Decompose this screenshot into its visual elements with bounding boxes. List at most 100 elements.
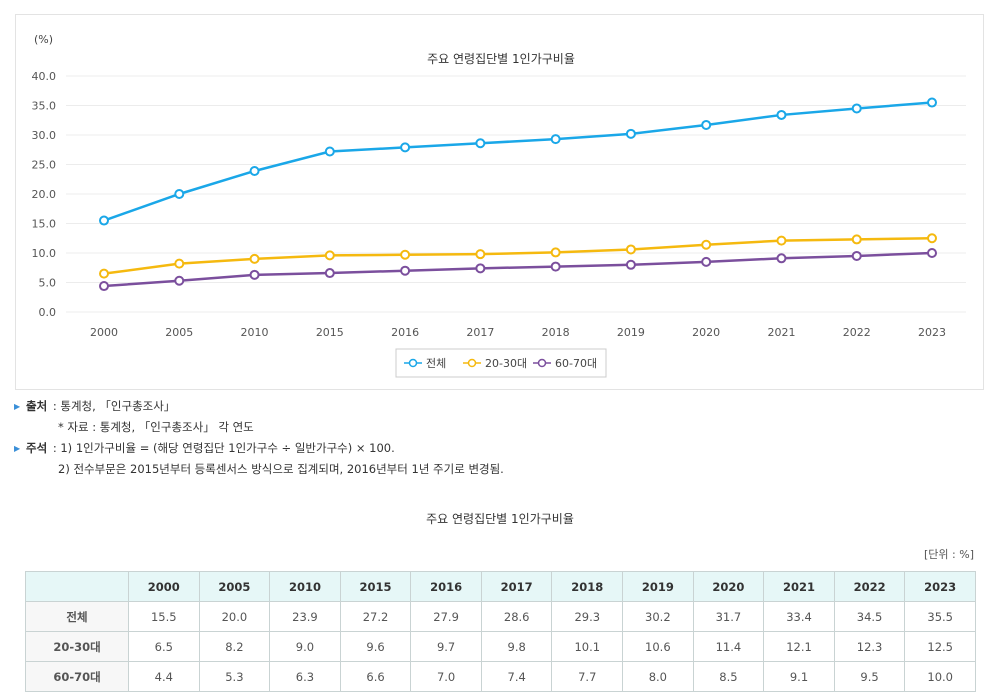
x-tick-label: 2022	[843, 326, 871, 339]
table-cell: 5.3	[198, 661, 271, 692]
table-cell: 8.5	[692, 661, 765, 692]
table-cell: 23.9	[269, 601, 341, 632]
table-cell: 35.5	[904, 601, 976, 632]
legend-marker	[467, 358, 477, 368]
data-point	[851, 103, 862, 114]
table-cell: 4.4	[128, 661, 200, 692]
bullet-icon: ▶	[14, 444, 21, 453]
legend-label: 전체	[426, 357, 446, 370]
y-tick-label: 5.0	[39, 277, 57, 290]
row-header: 20-30대	[25, 631, 129, 662]
year-header: 2020	[692, 571, 765, 602]
table-cell: 10.1	[551, 631, 624, 662]
y-tick-label: 35.0	[32, 100, 57, 113]
data-point	[174, 189, 185, 199]
data-point	[927, 97, 937, 108]
table-cell: 15.5	[128, 601, 200, 632]
chart-title: 주요 연령집단별 1인가구비율	[427, 52, 575, 66]
table-cell: 7.4	[480, 661, 553, 692]
data-point	[174, 258, 185, 269]
year-header: 2017	[480, 571, 553, 602]
y-tick-label: 40.0	[32, 70, 57, 83]
data-point	[776, 109, 787, 120]
y-tick-label: 15.0	[32, 218, 57, 231]
table-cell: 9.1	[763, 661, 835, 692]
data-point	[174, 275, 185, 286]
data-point	[701, 239, 712, 250]
table-cell: 7.0	[410, 661, 482, 692]
series-line	[103, 251, 933, 288]
data-point	[625, 128, 636, 139]
data-point	[625, 259, 636, 270]
x-tick-label: 2016	[391, 326, 419, 339]
year-header: 2022	[833, 571, 906, 602]
data-point	[400, 265, 411, 276]
x-tick-label: 2020	[692, 326, 720, 339]
data-point	[99, 215, 109, 226]
x-tick-label: 2021	[767, 326, 795, 339]
x-tick-label: 2023	[918, 326, 946, 339]
data-table: 2000 2005 2010 2015 2016 2017 2018 2019 2020 2021…	[25, 571, 976, 692]
x-tick-label: 2017	[466, 326, 494, 339]
table-cell: 27.9	[410, 601, 482, 632]
x-tick-label: 2010	[241, 326, 269, 339]
note-2: 2) 전수부문은 2015년부터 등록센서스 방식으로 집계되며, 2016년부…	[58, 462, 504, 476]
bullet-icon: ▶	[14, 402, 21, 411]
table-cell: 8.2	[198, 631, 271, 662]
table-unit: [단위 : %]	[924, 548, 974, 561]
y-axis-unit: (%)	[34, 33, 53, 46]
data-point	[550, 134, 561, 145]
table-cell: 20.0	[198, 601, 271, 632]
data-point	[400, 142, 411, 153]
header-row: 2000 2005 2010 2015 2016 2017 2018 2019 2020 2021…	[25, 571, 976, 602]
legend-label: 20-30대	[485, 357, 527, 370]
source-label: 출처	[26, 399, 48, 413]
table-cell: 9.6	[339, 631, 412, 662]
year-header: 2021	[763, 571, 835, 602]
x-tick-label: 2000	[90, 326, 118, 339]
data-point	[851, 250, 862, 261]
year-header: 2019	[622, 571, 694, 602]
data-point	[99, 268, 109, 279]
data-point	[701, 119, 712, 130]
table-cell: 12.5	[904, 631, 976, 662]
year-header: 2016	[410, 571, 482, 602]
year-header: 2015	[339, 571, 412, 602]
table-row: 20-30대 6.5 8.2 9.0 9.6 9.7 9.8 10.1 10.6 11.4 12.1…	[25, 631, 976, 662]
data-point	[400, 249, 411, 260]
legend-label: 60-70대	[555, 357, 597, 370]
corner-cell	[25, 571, 129, 602]
line-chart: (%) 주요 연령집단별 1인가구비율 0.0 5.0 10.0 15.0 20.0 25.0…	[15, 14, 984, 390]
y-tick-label: 30.0	[32, 129, 57, 142]
y-tick-label: 25.0	[32, 159, 57, 172]
data-point	[249, 253, 260, 264]
data-point	[475, 249, 486, 260]
data-point	[475, 138, 486, 149]
note-1: 1) 1인가구비율 = (해당 연령집단 1인가구수 ÷ 일반가구수) × 10…	[60, 441, 395, 455]
row-header: 전체	[25, 601, 129, 632]
table-cell: 30.2	[622, 601, 694, 632]
data-point	[324, 268, 335, 279]
data-point	[776, 235, 787, 246]
table-cell: 12.1	[763, 631, 835, 662]
year-header: 2023	[904, 571, 976, 602]
data-point	[776, 253, 787, 264]
notes: ▶ 출처 : 통계청, 「인구총조사」 * 자료 : 통계청, 「인구총조사」 각…	[14, 396, 504, 480]
table-cell: 28.6	[480, 601, 553, 632]
table-cell: 9.8	[480, 631, 553, 662]
y-tick-label: 0.0	[39, 306, 57, 319]
row-header: 60-70대	[25, 661, 129, 692]
note-label: 주석	[26, 441, 48, 455]
data-point	[851, 234, 862, 245]
legend-marker	[537, 358, 547, 368]
table-cell: 10.0	[904, 661, 976, 692]
table-cell: 27.2	[339, 601, 412, 632]
table-cell: 6.5	[128, 631, 200, 662]
table-cell: 33.4	[763, 601, 835, 632]
x-tick-label: 2015	[316, 326, 344, 339]
table-cell: 9.0	[269, 631, 341, 662]
data-point	[324, 250, 335, 261]
table-cell: 31.7	[692, 601, 765, 632]
x-tick-label: 2019	[617, 326, 645, 339]
x-tick-label: 2018	[542, 326, 570, 339]
